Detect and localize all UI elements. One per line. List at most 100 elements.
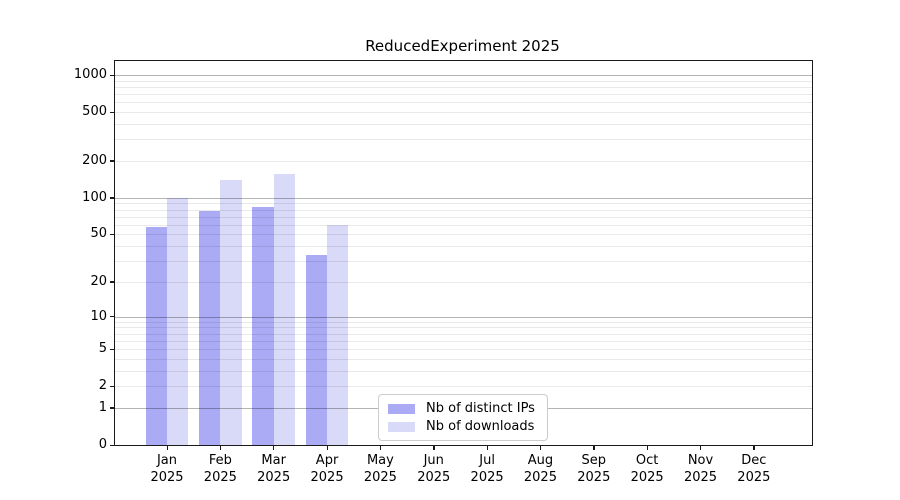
- y-tick-mark: [110, 281, 115, 283]
- legend-swatch-icon: [388, 403, 415, 414]
- legend: Nb of distinct IPs Nb of downloads: [378, 394, 548, 441]
- gridline-minor: [115, 340, 812, 342]
- y-tick-mark: [110, 111, 115, 113]
- bars-layer: [115, 61, 812, 445]
- bar: [305, 254, 328, 445]
- axis-layer: 1000 500 200 100 50 20 10 5 2 1 0 Jan 2025 Feb 2025 Mar…: [74, 61, 812, 485]
- y-tick-mark: [110, 385, 115, 387]
- plot-area: 1000 500 200 100 50 20 10 5 2 1 0 Jan 2025 Feb 2025 Mar…: [74, 60, 813, 485]
- gridline-minor: [115, 86, 812, 88]
- x-tick-mark: [593, 445, 595, 450]
- gridline-minor: [115, 386, 812, 388]
- gridline-minor: [115, 261, 812, 263]
- x-tick-label: Sep 2025: [562, 452, 626, 486]
- gridline-minor: [115, 234, 812, 236]
- x-tick-label-line: 2025: [417, 470, 451, 485]
- x-tick-label-line: 2025: [310, 470, 344, 485]
- x-tick-label: Nov 2025: [669, 452, 733, 486]
- x-tick-label: Jun 2025: [402, 452, 466, 486]
- legend-item: Nb of distinct IPs: [388, 401, 535, 416]
- y-tick-mark: [110, 316, 115, 318]
- gridline-minor: [115, 102, 812, 104]
- x-tick-label-line: Sep: [581, 453, 607, 468]
- y-tick-label: 20: [90, 273, 107, 289]
- x-tick-label: Feb 2025: [188, 452, 252, 486]
- x-tick-label-line: Dec: [741, 453, 767, 468]
- y-tick-mark: [110, 444, 115, 446]
- y-tick-label: 2: [98, 378, 107, 394]
- x-tick-mark: [700, 445, 702, 450]
- x-tick-label-line: Jul: [479, 453, 495, 468]
- x-tick-mark: [753, 445, 755, 450]
- x-tick-mark: [273, 445, 275, 450]
- y-tick-mark: [110, 407, 115, 409]
- gridline-minor: [115, 160, 812, 162]
- gridline-minor: [115, 80, 812, 82]
- x-tick-label-line: Nov: [687, 453, 714, 468]
- gridline-minor: [115, 281, 812, 283]
- x-tick-label: Dec 2025: [722, 452, 786, 486]
- y-tick-label: 10: [90, 308, 107, 324]
- gridline-minor: [115, 94, 812, 96]
- gridline-minor: [115, 139, 812, 141]
- y-tick-mark: [110, 233, 115, 236]
- y-tick-label: 50: [90, 226, 107, 242]
- bar: [198, 211, 221, 445]
- x-tick-mark: [166, 445, 168, 450]
- bar: [145, 226, 167, 445]
- x-tick-label: Mar 2025: [242, 452, 306, 486]
- x-tick-mark: [539, 445, 542, 450]
- y-tick-mark: [110, 197, 115, 199]
- x-tick-label-line: 2025: [203, 470, 237, 485]
- x-tick-label: May 2025: [348, 452, 412, 486]
- y-tick-label: 100: [82, 189, 107, 205]
- x-tick-label: Oct 2025: [615, 452, 679, 486]
- x-tick-label-line: 2025: [470, 470, 504, 485]
- gridline-minor: [115, 327, 812, 329]
- gridline-minor: [115, 216, 812, 218]
- legend-label: Nb of downloads: [426, 419, 535, 434]
- bar: [252, 207, 274, 445]
- y-tick-label: 200: [82, 152, 107, 168]
- gridline-minor: [115, 203, 812, 205]
- y-tick-label: 500: [82, 104, 107, 120]
- x-tick-mark: [433, 445, 435, 450]
- x-tick-mark: [486, 445, 488, 450]
- x-tick-label-line: 2025: [630, 470, 664, 485]
- gridline-minor: [115, 358, 812, 360]
- x-tick-label-line: May: [366, 453, 394, 468]
- y-tick-label: 5: [98, 341, 107, 357]
- gridline-minor: [115, 321, 812, 323]
- gridline-minor: [115, 349, 812, 351]
- y-tick-mark: [110, 160, 115, 162]
- gridline-minor: [115, 123, 812, 125]
- bar: [167, 197, 189, 445]
- y-tick-label: 0: [98, 437, 107, 452]
- x-tick-label-line: Jan: [156, 453, 178, 468]
- legend-swatch-icon: [388, 421, 415, 432]
- x-tick-label-line: 2025: [150, 470, 184, 485]
- x-tick-label-line: Oct: [635, 453, 659, 468]
- x-tick-label-line: 2025: [523, 470, 557, 485]
- chart-title: ReducedExperiment 2025: [365, 37, 560, 55]
- bar: [327, 224, 349, 445]
- gridline-minor: [115, 246, 812, 248]
- bar: [273, 173, 296, 445]
- legend-label: Nb of distinct IPs: [426, 401, 535, 416]
- x-tick-label-line: Mar: [261, 453, 286, 468]
- x-tick-mark: [326, 445, 328, 450]
- x-tick-label: Aug 2025: [508, 452, 572, 486]
- x-tick-label: Jan 2025: [135, 452, 199, 486]
- x-tick-label-line: Feb: [208, 453, 232, 468]
- x-tick-label-line: Aug: [527, 453, 554, 468]
- gridline-minor: [115, 333, 812, 335]
- y-tick-label: 1: [98, 399, 107, 415]
- x-tick-mark: [379, 445, 382, 450]
- x-tick-mark: [646, 445, 648, 450]
- x-tick-label-line: 2025: [577, 470, 611, 485]
- x-tick-label-line: 2025: [737, 470, 771, 485]
- x-tick-label-line: Apr: [315, 453, 339, 468]
- gridline-minor: [115, 370, 812, 372]
- x-tick-label-line: Jun: [423, 453, 444, 468]
